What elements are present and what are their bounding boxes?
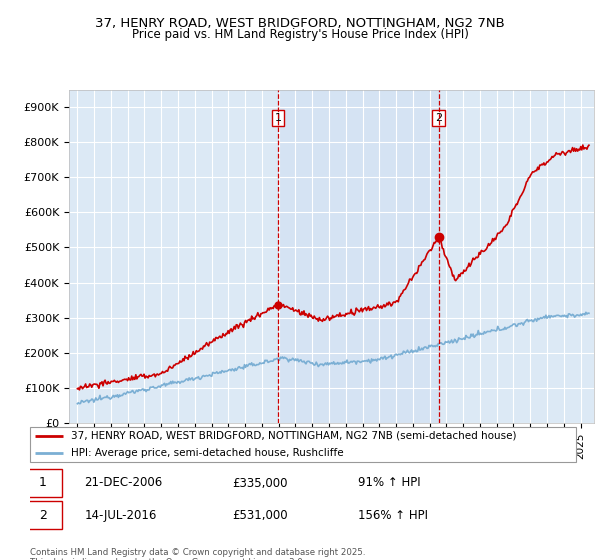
Text: 2: 2 bbox=[39, 508, 47, 522]
FancyBboxPatch shape bbox=[30, 427, 576, 462]
Text: 156% ↑ HPI: 156% ↑ HPI bbox=[358, 508, 428, 522]
Bar bbox=[278, 90, 439, 423]
Text: Contains HM Land Registry data © Crown copyright and database right 2025.
This d: Contains HM Land Registry data © Crown c… bbox=[30, 548, 365, 560]
Text: 91% ↑ HPI: 91% ↑ HPI bbox=[358, 477, 420, 489]
FancyBboxPatch shape bbox=[25, 501, 62, 529]
Text: 14-JUL-2016: 14-JUL-2016 bbox=[85, 508, 157, 522]
Text: HPI: Average price, semi-detached house, Rushcliffe: HPI: Average price, semi-detached house,… bbox=[71, 449, 344, 458]
Text: 37, HENRY ROAD, WEST BRIDGFORD, NOTTINGHAM, NG2 7NB: 37, HENRY ROAD, WEST BRIDGFORD, NOTTINGH… bbox=[95, 17, 505, 30]
Text: 1: 1 bbox=[275, 113, 281, 123]
Text: £531,000: £531,000 bbox=[232, 508, 287, 522]
Text: 37, HENRY ROAD, WEST BRIDGFORD, NOTTINGHAM, NG2 7NB (semi-detached house): 37, HENRY ROAD, WEST BRIDGFORD, NOTTINGH… bbox=[71, 431, 517, 441]
Text: £335,000: £335,000 bbox=[232, 477, 287, 489]
Text: 1: 1 bbox=[39, 477, 47, 489]
Text: 21-DEC-2006: 21-DEC-2006 bbox=[85, 477, 163, 489]
FancyBboxPatch shape bbox=[25, 469, 62, 497]
Text: 2: 2 bbox=[435, 113, 442, 123]
Text: Price paid vs. HM Land Registry's House Price Index (HPI): Price paid vs. HM Land Registry's House … bbox=[131, 28, 469, 41]
